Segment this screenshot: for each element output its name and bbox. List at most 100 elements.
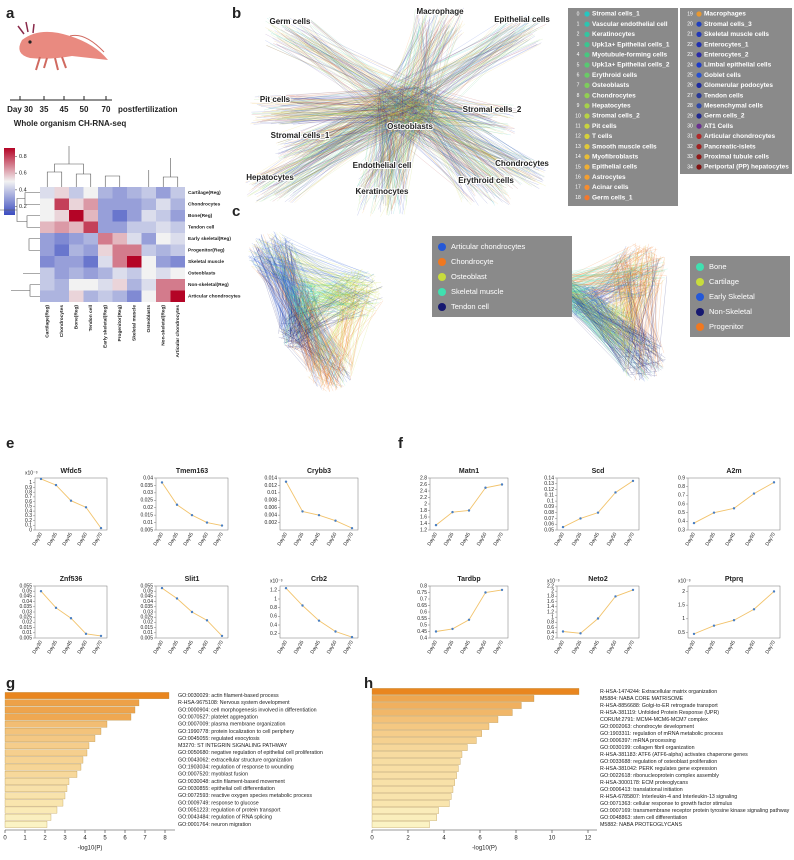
x-tick-label: Day35 — [443, 639, 456, 655]
heatmap-cell — [98, 279, 113, 291]
x-tick-label: Day35 — [571, 531, 584, 547]
dendrogram — [30, 285, 40, 297]
y-tick-label: 0.06 — [544, 522, 554, 528]
data-point — [318, 619, 320, 621]
trend-line — [563, 481, 633, 527]
y-tick-label: 0.07 — [544, 516, 554, 522]
x-tick-label: Day70 — [91, 639, 104, 655]
legend-label: Upk1a+ Epithelial cells_1 — [592, 41, 670, 48]
heatmap-cell — [98, 268, 113, 280]
term-label: GO:0043062: extracellular structure orga… — [178, 757, 292, 763]
y-tick-label: 0.7 — [678, 493, 685, 499]
heatmap-cell — [113, 268, 128, 280]
row-label: Articular chondrocytes — [188, 294, 241, 300]
legend-swatch — [584, 52, 589, 57]
legend-label: Chondrocytes — [592, 92, 636, 99]
trend-line — [694, 591, 774, 633]
term-label: GO:0007169: transmembrane receptor prote… — [600, 808, 790, 814]
y-tick-label: 0.005 — [19, 635, 32, 641]
legend-label: Goblet cells — [704, 72, 741, 79]
heatmap-cell — [127, 222, 142, 234]
bar — [5, 757, 83, 763]
heatmap-cell — [113, 245, 128, 257]
legend-id: 17 — [575, 185, 581, 191]
legend-label: Skeletal muscle cells — [704, 31, 769, 38]
x-tick-label: Day50 — [326, 639, 339, 655]
heatmap-cell — [55, 279, 70, 291]
heatmap-cell — [40, 187, 55, 199]
colorbar-label: 0.4 — [19, 187, 27, 193]
heatmap-cell — [113, 210, 128, 222]
bar — [372, 751, 462, 757]
y-tick-label: 0.025 — [19, 615, 32, 621]
legend-label: Osteoblast — [451, 272, 488, 281]
legend-label: Stromal cells_1 — [592, 11, 640, 18]
y-tick-label: 2.2 — [547, 583, 554, 589]
y-tick-label: 0.4 — [270, 622, 277, 628]
data-point — [579, 517, 581, 519]
legend-label: Astrocytes — [592, 174, 626, 181]
x-tick-label: Day35 — [293, 639, 306, 655]
x-tick-label: Day50 — [744, 639, 757, 655]
x-tick-label: Day70 — [342, 639, 355, 655]
legend-label: Pancreatic-islets — [704, 143, 756, 150]
column-label: Skeletal muscle — [132, 305, 138, 341]
y-tick-label: 0.1 — [547, 498, 554, 504]
y-tick-label: 1 — [682, 616, 685, 622]
timeline-label: Day 30 — [7, 105, 33, 114]
heatmap-cell — [98, 210, 113, 222]
term-label: GO:1903311: regulation of mRNA metabolic… — [600, 731, 723, 737]
legend-id: 21 — [687, 32, 693, 38]
term-label: R-HSA-8856688: Golgi-to-ER retrograde tr… — [600, 703, 718, 709]
column-label: Bone(Reg) — [74, 305, 80, 330]
legend-label: Hepatocytes — [592, 103, 631, 110]
data-point — [713, 624, 715, 626]
chart-title: Tmem163 — [176, 468, 208, 475]
legend-swatch — [696, 113, 701, 118]
term-label: M3270: ST INTEGRIN SIGNALING PATHWAY — [178, 743, 288, 749]
network-edge — [285, 29, 405, 91]
legend-id: 10 — [575, 113, 581, 119]
term-label: GO:0007520: myoblast fusion — [178, 772, 248, 778]
row-label: Chondrocytes — [188, 202, 221, 208]
heatmap-cell — [156, 233, 171, 245]
y-tick-label: 0.025 — [140, 615, 153, 621]
chart-title: Neto2 — [588, 576, 608, 583]
x-tick-label: Day70 — [764, 531, 777, 547]
data-point — [221, 635, 223, 637]
y-tick-label: 0.05 — [544, 527, 554, 533]
cluster-label: Epithelial cells — [494, 15, 550, 24]
cluster-label: Osteoblasts — [387, 122, 433, 131]
dendrogram — [76, 174, 91, 187]
legend-label: Cartilage — [709, 277, 739, 286]
heatmap-cell — [40, 256, 55, 268]
legend-label: Smooth muscle cells — [592, 143, 657, 150]
bar — [372, 702, 521, 708]
y-tick-label: 0.8 — [270, 605, 277, 611]
x-tick-label: Day70 — [623, 531, 636, 547]
y-tick-label: 2 — [682, 589, 685, 595]
data-point — [562, 630, 564, 632]
y-tick-label: 0.2 — [547, 635, 554, 641]
data-point — [221, 524, 223, 526]
legend-id: 28 — [687, 103, 693, 109]
heatmap-cell — [98, 222, 113, 234]
data-point — [468, 619, 470, 621]
legend-id: 32 — [687, 144, 693, 150]
bar — [5, 743, 89, 749]
x-tick-label: Day35 — [571, 639, 584, 655]
y-tick-label: 0.4 — [547, 630, 554, 636]
y-tick-label: 0.02 — [143, 620, 153, 626]
x-tick-label: 2 — [406, 836, 410, 842]
legend-swatch — [438, 288, 446, 296]
timeline-label: 70 — [102, 105, 111, 114]
x-tick-label: Day35 — [167, 531, 180, 547]
x-tick-label: 12 — [585, 836, 592, 842]
cluster-label: Erythroid cells — [458, 176, 514, 185]
x-tick-label: Day35 — [46, 531, 59, 547]
bar — [5, 800, 63, 806]
heatmap-cell — [69, 199, 84, 211]
heatmap-cell — [156, 256, 171, 268]
bar — [5, 807, 57, 813]
bar — [372, 765, 458, 771]
